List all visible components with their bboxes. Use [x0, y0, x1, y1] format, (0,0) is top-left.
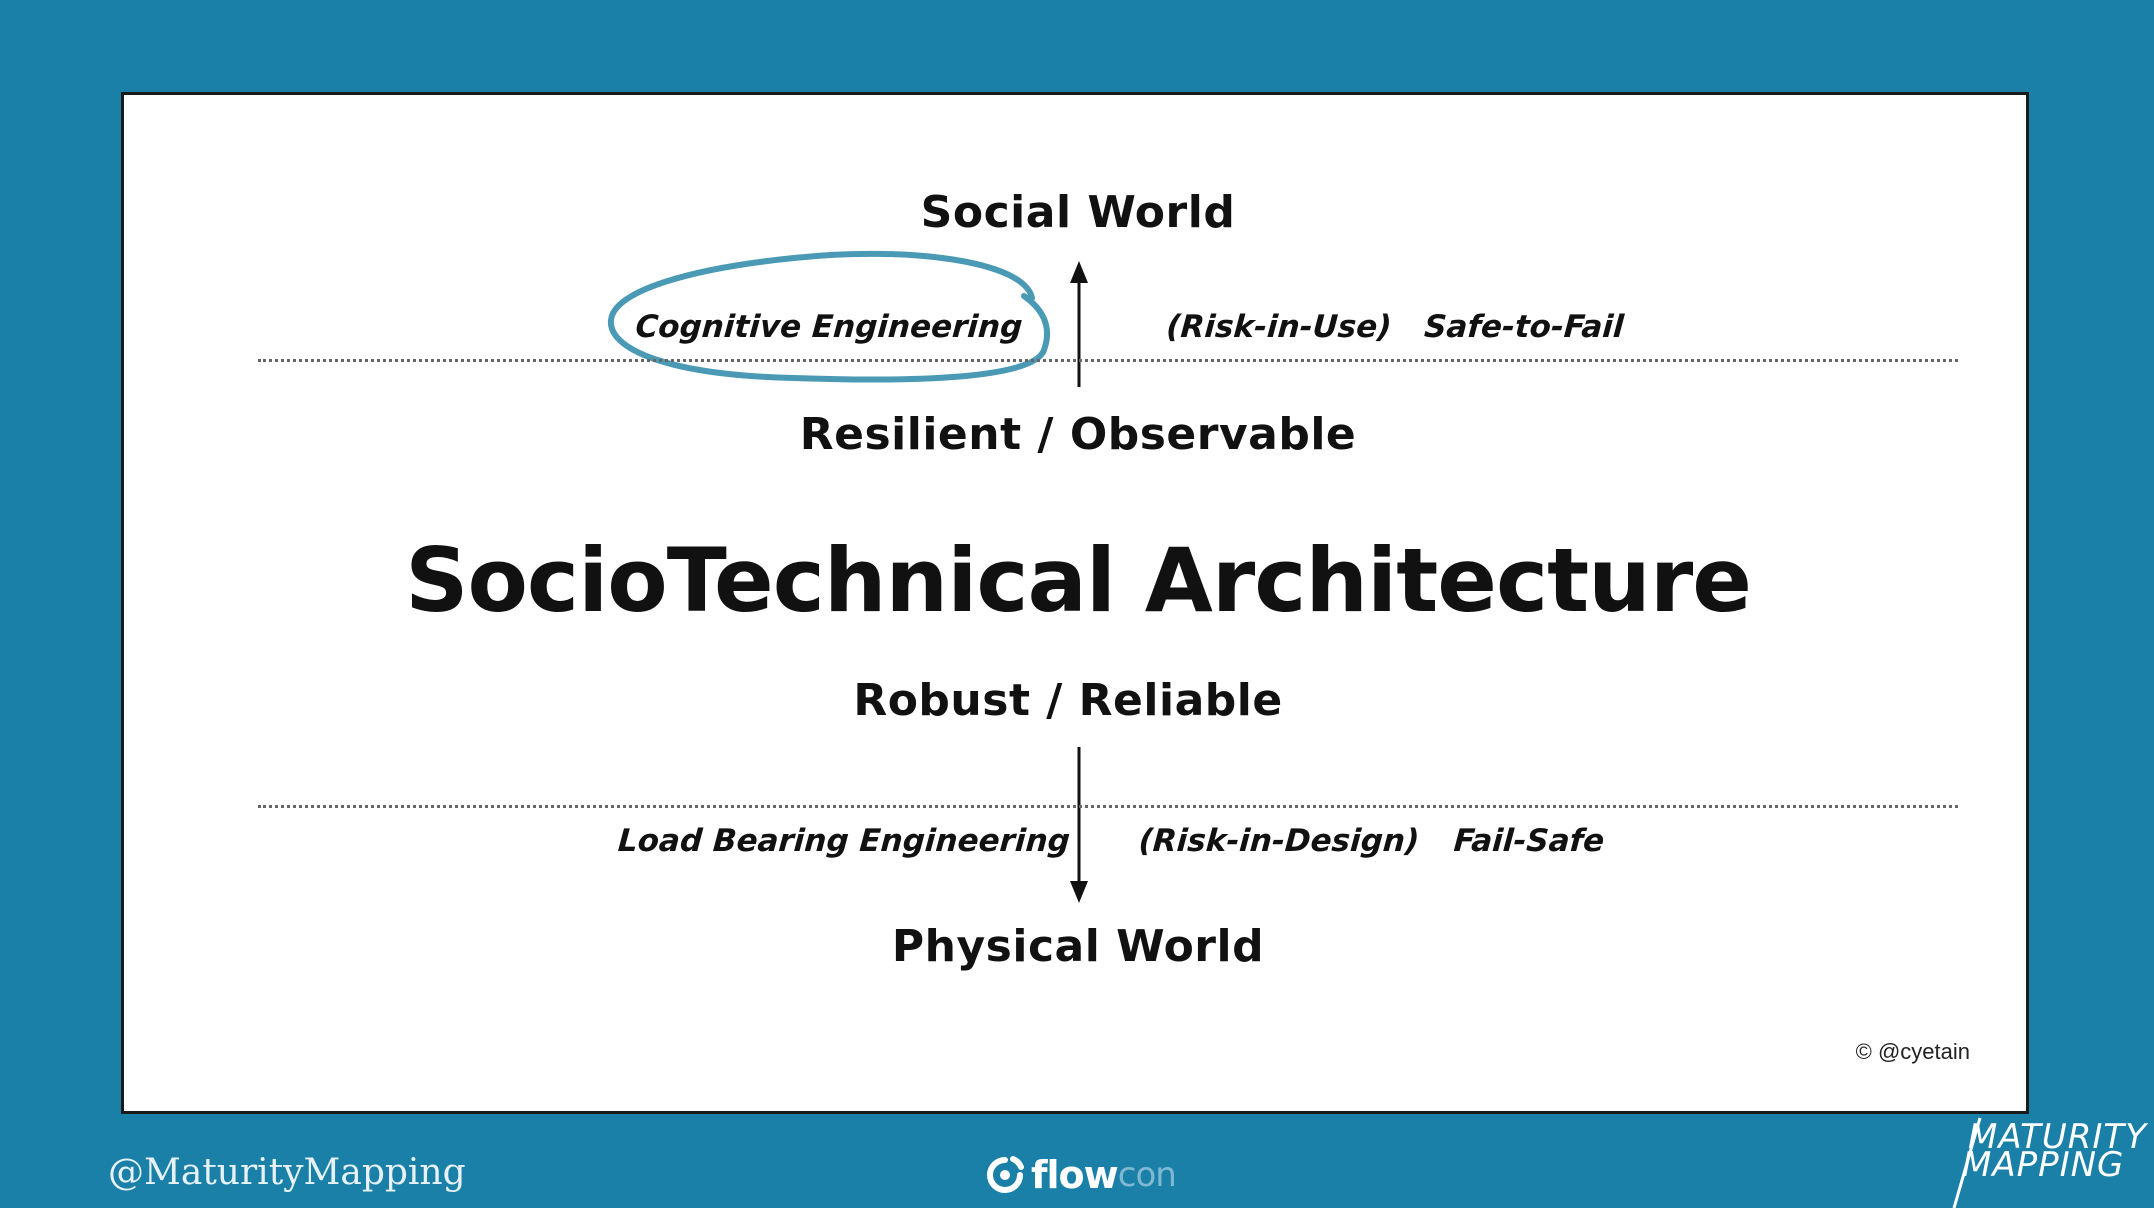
- social-world-label: Social World: [920, 187, 1236, 238]
- upper-divider: [258, 359, 1958, 362]
- flowcon-swirl-icon: [987, 1156, 1024, 1193]
- safe-to-fail-label: Safe-to-Fail: [1423, 309, 1625, 345]
- resilient-observable-label: Resilient / Observable: [799, 409, 1357, 460]
- highlight-circle-icon: [607, 250, 1051, 383]
- physical-world-label: Physical World: [891, 921, 1265, 972]
- risk-in-use-label: (Risk-in-Use): [1165, 309, 1393, 345]
- logo-line-2: MAPPING: [1962, 1145, 2125, 1185]
- risk-in-design-label: (Risk-in-Design): [1137, 823, 1421, 859]
- maturity-mapping-logo: MATURITY MAPPING: [1950, 1116, 2154, 1208]
- down-arrow-icon: [1070, 747, 1088, 903]
- main-title: SocioTechnical Architecture: [405, 529, 1752, 632]
- twitter-handle: @MaturityMapping: [108, 1152, 466, 1193]
- robust-reliable-label: Robust / Reliable: [853, 675, 1283, 726]
- load-bearing-engineering-label: Load Bearing Engineering: [616, 823, 1072, 859]
- copyright-text: © @cyetain: [1855, 1039, 1970, 1064]
- flowcon-logo: flow con: [985, 1150, 1177, 1200]
- fail-safe-label: Fail-Safe: [1452, 823, 1606, 859]
- lower-divider: [258, 805, 1958, 808]
- flowcon-flow-text: flow: [1031, 1153, 1119, 1197]
- slide-card: Social World Cognitive Engineering (Risk…: [121, 92, 2029, 1114]
- logo-slash-icon: [1952, 1117, 1982, 1208]
- logo-line-1: MATURITY: [1968, 1117, 2147, 1157]
- up-arrow-icon: [1070, 261, 1088, 387]
- flowcon-con-text: con: [1117, 1155, 1177, 1195]
